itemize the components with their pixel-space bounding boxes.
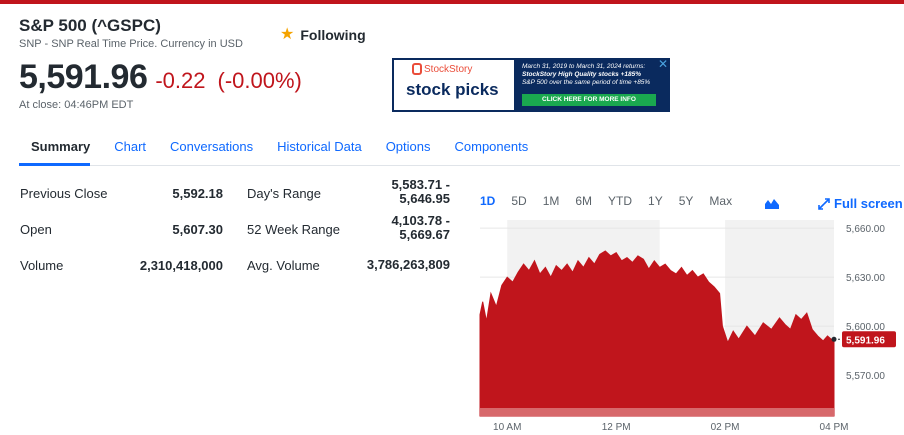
stat-label: Previous Close <box>20 186 108 201</box>
volume-bars <box>480 408 834 416</box>
ad-line-2: StockStory High Quality stocks +185% <box>522 71 642 78</box>
stat-value: 2,310,418,000 <box>139 258 223 273</box>
range-ytd[interactable]: YTD <box>608 194 633 208</box>
price-change: -0.22 <box>155 68 206 93</box>
stat-row: 52 Week Range 4,103.78 - 5,669.67 <box>247 214 450 258</box>
range-selector: 1D 5D 1M 6M YTD 1Y 5Y Max <box>480 194 748 208</box>
tab-components[interactable]: Components <box>454 139 529 154</box>
tab-summary[interactable]: Summary <box>19 130 91 166</box>
expand-icon <box>818 197 830 210</box>
tab-conversations[interactable]: Conversations <box>170 139 254 154</box>
intraday-chart[interactable]: 5,660.00 5,630.00 5,600.00 5,570.00 5,591.96… <box>478 218 904 435</box>
quote-tabs: Summary Chart Conversations Historical D… <box>19 130 900 166</box>
close-time: At close: 04:46PM EDT <box>19 99 134 111</box>
stat-value: 5,592.18 <box>172 186 223 201</box>
x-tick-label: 12 PM <box>602 422 631 433</box>
range-5y[interactable]: 5Y <box>678 194 694 208</box>
stat-value: 5,583.71 - 5,646.95 <box>391 178 450 206</box>
range-1y[interactable]: 1Y <box>648 194 663 208</box>
quote-subtitle: SNP - SNP Real Time Price. Currency in U… <box>19 38 243 50</box>
stat-label: Day's Range <box>247 186 322 201</box>
stat-row: Avg. Volume 3,786,263,809 <box>247 258 450 294</box>
price-change-percent: (-0.00%) <box>217 68 302 93</box>
stat-value: 4,103.78 - 5,669.67 <box>391 214 450 242</box>
tab-chart[interactable]: Chart <box>114 139 147 154</box>
range-6m[interactable]: 6M <box>575 194 593 208</box>
stat-row: Volume 2,310,418,000 <box>20 258 223 294</box>
ad-text: March 31, 2019 to March 31, 2024 returns… <box>522 63 662 87</box>
stat-value-line-2: 5,669.67 <box>399 227 450 242</box>
following-label: Following <box>300 27 366 43</box>
full-screen-button[interactable]: Full screen <box>818 196 903 211</box>
stat-label: Open <box>20 222 52 237</box>
stats-right: Day's Range 5,583.71 - 5,646.95 52 Week … <box>247 178 450 294</box>
tab-historical-data[interactable]: Historical Data <box>277 139 362 154</box>
stat-label: 52 Week Range <box>247 222 340 237</box>
y-tick-label: 5,660.00 <box>846 224 885 235</box>
stat-value: 5,607.30 <box>172 222 223 237</box>
star-icon: ★ <box>280 26 295 43</box>
x-tick-label: 04 PM <box>820 422 849 433</box>
x-tick-label: 10 AM <box>493 422 521 433</box>
range-5d[interactable]: 5D <box>511 194 527 208</box>
stat-row: Previous Close 5,592.18 <box>20 186 223 222</box>
close-icon[interactable]: ✕ <box>657 58 668 71</box>
stats-left: Previous Close 5,592.18 Open 5,607.30 Vo… <box>20 186 223 294</box>
following-button[interactable]: ★ Following <box>280 26 366 44</box>
stat-row: Day's Range 5,583.71 - 5,646.95 <box>247 178 450 222</box>
top-accent-bar <box>0 0 904 4</box>
stat-value: 3,786,263,809 <box>367 258 450 272</box>
ad-cta-button[interactable]: CLICK HERE FOR MORE INFO <box>522 94 656 106</box>
stat-value-line-2: 5,646.95 <box>399 191 450 206</box>
stat-value-line-1: 5,583.71 - <box>391 177 450 192</box>
range-1d[interactable]: 1D <box>480 194 496 208</box>
price-area <box>479 250 835 417</box>
stat-value-line-1: 4,103.78 - <box>391 213 450 228</box>
stat-label: Volume <box>20 258 64 273</box>
last-price-badge <box>842 331 896 348</box>
stat-label: Avg. Volume <box>247 258 320 273</box>
x-tick-label: 02 PM <box>711 422 740 433</box>
last-price-label: 5,591.96 <box>846 335 885 346</box>
ad-line-3: S&P 500 over the same period of time +85… <box>522 79 651 86</box>
stockstory-logo-icon <box>412 63 422 75</box>
mountain-chart-icon[interactable] <box>765 197 779 209</box>
current-price: 5,591.96 <box>19 58 148 96</box>
full-screen-label: Full screen <box>834 196 903 211</box>
ad-banner[interactable]: StockStory stock picks March 31, 2019 to… <box>392 58 670 112</box>
tab-options[interactable]: Options <box>385 139 431 154</box>
stat-value-line-1: 3,786,263,809 <box>366 257 450 272</box>
last-price-dot <box>831 336 837 342</box>
ad-headline: stock picks <box>406 80 499 99</box>
ad-brand: StockStory <box>424 64 473 75</box>
stat-row: Open 5,607.30 <box>20 222 223 258</box>
y-tick-label: 5,630.00 <box>846 273 885 284</box>
quote-title: S&P 500 (^GSPC) <box>19 16 161 35</box>
ad-left-panel <box>394 60 514 110</box>
range-max[interactable]: Max <box>709 194 733 208</box>
ad-line-1: March 31, 2019 to March 31, 2024 returns… <box>522 63 646 70</box>
y-tick-label: 5,600.00 <box>846 322 885 333</box>
range-1m[interactable]: 1M <box>542 194 560 208</box>
price-row: 5,591.96 -0.22 (-0.00%) <box>19 58 302 97</box>
y-tick-label: 5,570.00 <box>846 371 885 382</box>
